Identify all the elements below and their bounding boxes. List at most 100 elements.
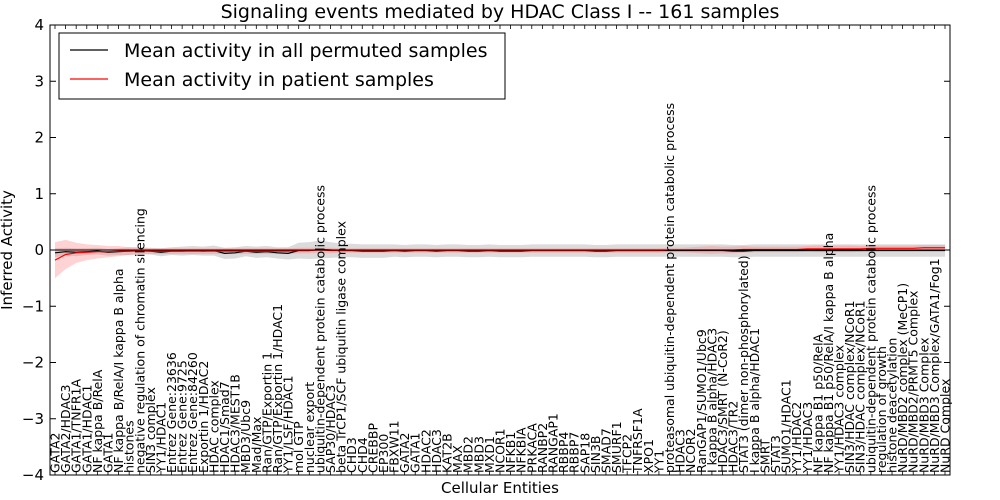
- x-tick-label: MXD1: [482, 436, 497, 473]
- x-tick-label: MBD2: [461, 436, 476, 473]
- x-tick-label: SAP18: [577, 433, 592, 473]
- x-tick-label: RanGAP1/SUMO1/Ubc9: [694, 329, 709, 473]
- x-tick-label: CHD4: [355, 437, 370, 473]
- x-tick-label: histones: [122, 420, 137, 473]
- x-tick-label: NF kappa B/RelA: [90, 369, 105, 473]
- x-tick-label: Ran/GTP/Exportin 1: [259, 352, 274, 473]
- x-tick-label: histone deacetylation: [885, 338, 900, 473]
- y-tick-label: −3: [22, 410, 44, 428]
- x-tick-label: HDAC complex: [206, 380, 221, 473]
- x-tick-label: Exportin 1/HDAC2: [196, 361, 211, 473]
- x-tick-label: regulation of growth: [874, 346, 889, 473]
- x-tick-label: NuRD/MBD3 Complex: [916, 337, 931, 473]
- x-tick-label: MBD3: [471, 436, 486, 473]
- y-tick-label: −1: [22, 297, 44, 315]
- x-tick-label: SMAD7: [598, 428, 613, 473]
- x-tick-label: YY1: [651, 450, 666, 474]
- legend-box: [58, 32, 506, 100]
- y-tick-label: −2: [22, 354, 44, 372]
- x-tick-label: GATA2/HDAC3: [58, 385, 73, 473]
- x-tick-label: I kappa B alpha/HDAC1: [747, 328, 762, 473]
- x-tick-label: SIN3/HDAC complex/NCoR1: [842, 300, 857, 473]
- x-tick-label: SMRT: [757, 439, 772, 473]
- x-tick-label: HDAC3/SMRT (N-CoR2): [715, 330, 730, 473]
- x-tick-label: MBD3/Ubc9: [238, 400, 253, 473]
- chart-title: Signaling events mediated by HDAC Class …: [221, 1, 780, 23]
- x-axis-label: Cellular Entities: [441, 479, 559, 497]
- x-tick-label: Entrez Gene:23636: [164, 352, 179, 473]
- x-tick-label: GATA2: [397, 433, 412, 473]
- x-tick-label: NF kappa B1 p50/RelA: [810, 333, 825, 473]
- x-tick-label: NF kappa B1 p50/RelA/I kappa B alpha: [821, 233, 836, 473]
- x-tick-label: TFCP2: [620, 434, 635, 474]
- x-tick-label: NuRD/MBD2 complex (MeCP1): [895, 283, 910, 473]
- x-tick-label: NCOR1: [493, 428, 508, 473]
- x-tick-label: ubiquitin-dependent protein catabolic pr…: [863, 185, 878, 473]
- legend: Mean activity in all permuted samples Me…: [58, 32, 506, 100]
- x-tick-label: Entrez Gene:9725: [175, 360, 190, 473]
- x-tick-label: HDAC3: [673, 429, 688, 473]
- x-tick-label: beta TrCP1/SCF ubiquitin ligase complex: [334, 221, 349, 473]
- legend-label-patient: Mean activity in patient samples: [124, 69, 434, 91]
- x-tick-label: STAT3: [768, 435, 783, 473]
- x-tick-label: GATA2: [48, 433, 63, 473]
- x-tick-label: ubiquitin-dependent protein catabolic pr…: [312, 185, 327, 473]
- y-axis-label: Inferred Activity: [0, 190, 16, 310]
- x-tick-label: NFKB1: [503, 432, 518, 473]
- x-tick-label: GATA1/TNFR1A: [69, 379, 84, 473]
- x-tick-label: MAX: [450, 445, 465, 473]
- x-tick-label: proteasomal ubiquitin-dependent protein …: [662, 103, 677, 473]
- x-tick-label: HDAC1/Smad7: [217, 381, 232, 473]
- x-tick-label: NCOR2: [683, 428, 698, 473]
- x-tick-label: NuRD Complex: [938, 379, 953, 473]
- x-tick-label: SMURF1: [609, 421, 624, 473]
- x-tick-label: SUMO1/HDAC1: [779, 379, 794, 473]
- x-tick-label: GATA1: [100, 433, 115, 473]
- x-tick-label: FBXW11: [387, 420, 402, 473]
- x-tick-label: RBBP7: [567, 432, 582, 473]
- y-tick-label: 4: [34, 16, 44, 34]
- x-tick-label: HDAC3: [429, 429, 444, 473]
- x-tick-label: nuclear export: [302, 382, 317, 473]
- x-tick-label: HDAC3/TR2: [726, 401, 741, 473]
- x-tick-label: NFKBIA: [514, 427, 529, 473]
- x-tick-label: CHD3: [344, 437, 359, 473]
- x-tick-label: YY1/HDAC1: [153, 402, 168, 474]
- x-tick-label: YY1/HDAC3: [800, 402, 815, 474]
- x-tick-label: Entrez Gene:84260: [185, 352, 200, 473]
- x-tick-label: GATA1/HDAC1: [79, 385, 94, 473]
- x-tick-label: GATA1: [408, 433, 423, 473]
- y-tick-label: 1: [34, 185, 44, 203]
- x-tick-label: SIN3/HDAC complex/NCoR1: [853, 300, 868, 473]
- x-tick-label: negative regulation of chromatin silenci…: [132, 208, 147, 473]
- x-tick-label: PRKACA: [524, 423, 539, 473]
- x-tick-label: NuRD/MBD2/PRMT5 Complex: [906, 291, 921, 473]
- y-tick-label: 0: [34, 241, 44, 259]
- x-tick-label: Mad/Max: [249, 417, 264, 473]
- x-tick-label: STAT3 (dimer non-phosphorylated): [736, 255, 751, 473]
- x-tick-label: SAP30/HDAC3: [323, 385, 338, 473]
- x-tick-label: YY1/HDAC2: [789, 402, 804, 474]
- y-tick-label: 3: [34, 72, 44, 90]
- series-line-patient: [54, 247, 945, 261]
- x-tick-label: CREBBP: [365, 423, 380, 473]
- x-tick-label: Ran/GTP/Exportin 1/HDAC1: [270, 304, 285, 473]
- y-tick-label: −4: [22, 466, 44, 484]
- series-lines: [54, 247, 945, 261]
- x-tick-label: EP300: [376, 434, 391, 473]
- x-tick-label: I kappa B alpha/HDAC3: [704, 328, 719, 473]
- x-tick-label: NF kappa B/RelA/I kappa B alpha: [111, 268, 126, 473]
- x-tick-label: RANGAP1: [545, 413, 560, 473]
- legend-label-permuted: Mean activity in all permuted samples: [124, 40, 487, 62]
- x-tick-label: YY1/HDAC3 complex: [832, 345, 847, 474]
- x-tick-label: KAT2B: [440, 433, 455, 473]
- x-tick-label: XPO1: [641, 439, 656, 473]
- x-tick-label: TNFRSF1A: [630, 408, 645, 474]
- x-tick-label: mol GTP: [291, 421, 306, 473]
- y-axis: −4 −3 −2 −1 0 1 2 3 4: [22, 16, 950, 484]
- x-tick-label: SIN3B: [588, 436, 603, 474]
- x-tick-label: RANBP2: [535, 423, 550, 473]
- x-axis: GATA2GATA2/HDAC3GATA1/TNFR1AGATA1/HDAC1N…: [48, 25, 953, 475]
- x-tick-label: YY1/LSF/HDAC1: [281, 375, 296, 474]
